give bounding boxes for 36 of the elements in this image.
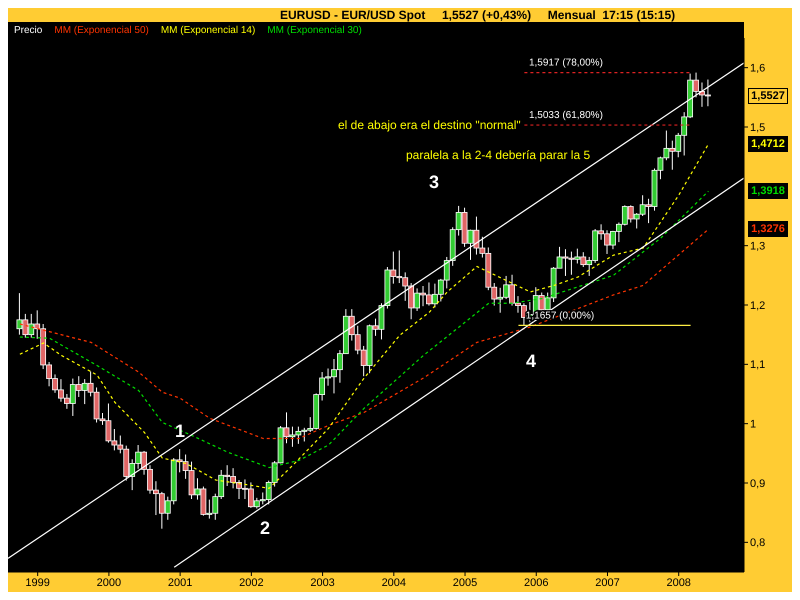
annotation: 4 xyxy=(526,351,536,372)
text: MM (Exponencial 30) xyxy=(267,24,362,36)
y-tick-label: 1 xyxy=(750,418,756,431)
y-tick-label: 1,3 xyxy=(750,240,766,253)
text: Precio xyxy=(14,24,42,36)
y-tick-label: 1,2 xyxy=(750,300,766,312)
text: MM (Exponencial 50) xyxy=(54,24,149,36)
annotation: 1,5917 (78,00%) xyxy=(528,58,603,69)
text: 1,3918 xyxy=(748,183,788,200)
x-tick-label: 2007 xyxy=(595,576,620,589)
x-tick-label: 2001 xyxy=(168,576,192,589)
x-tick-label: 2005 xyxy=(452,576,478,589)
annotation: 1 xyxy=(175,421,186,442)
y-tick-label: 0,8 xyxy=(750,537,766,550)
line-series xyxy=(19,190,709,468)
x-tick-label: 2004 xyxy=(382,576,406,589)
y-tick-label: 0,9 xyxy=(750,478,766,490)
y-tick-label: 1,5 xyxy=(750,122,766,134)
x-tick-label: 2002 xyxy=(239,576,264,589)
x-tick-label: 2003 xyxy=(310,576,335,589)
x-tick-label: 2000 xyxy=(96,576,122,589)
annotation: 3 xyxy=(429,172,440,193)
annotation: el de abajo era el destino "normal" xyxy=(338,118,521,132)
annotation: 2 xyxy=(260,518,270,539)
text: 1,4712 xyxy=(748,136,788,152)
annotation: 1,5033 (61,80%) xyxy=(528,110,603,122)
text: 1,3276 xyxy=(748,221,788,238)
text: 1,5527 xyxy=(748,88,788,104)
y-tick-label: 1,1 xyxy=(750,359,766,372)
x-tick-label: 2006 xyxy=(524,576,548,589)
annotation: paralela a la 2-4 debería parar la 5 xyxy=(406,148,590,162)
text: MM (Exponencial 14) xyxy=(160,24,256,36)
x-tick-label: 1999 xyxy=(25,576,50,589)
x-tick-label: 2008 xyxy=(666,576,691,589)
chart-title: EURUSD - EUR/USD Spot 1,5527 (+0,43%) Mensual 17:15 (15:15) xyxy=(280,8,676,22)
y-tick-label: 1,6 xyxy=(750,62,766,75)
